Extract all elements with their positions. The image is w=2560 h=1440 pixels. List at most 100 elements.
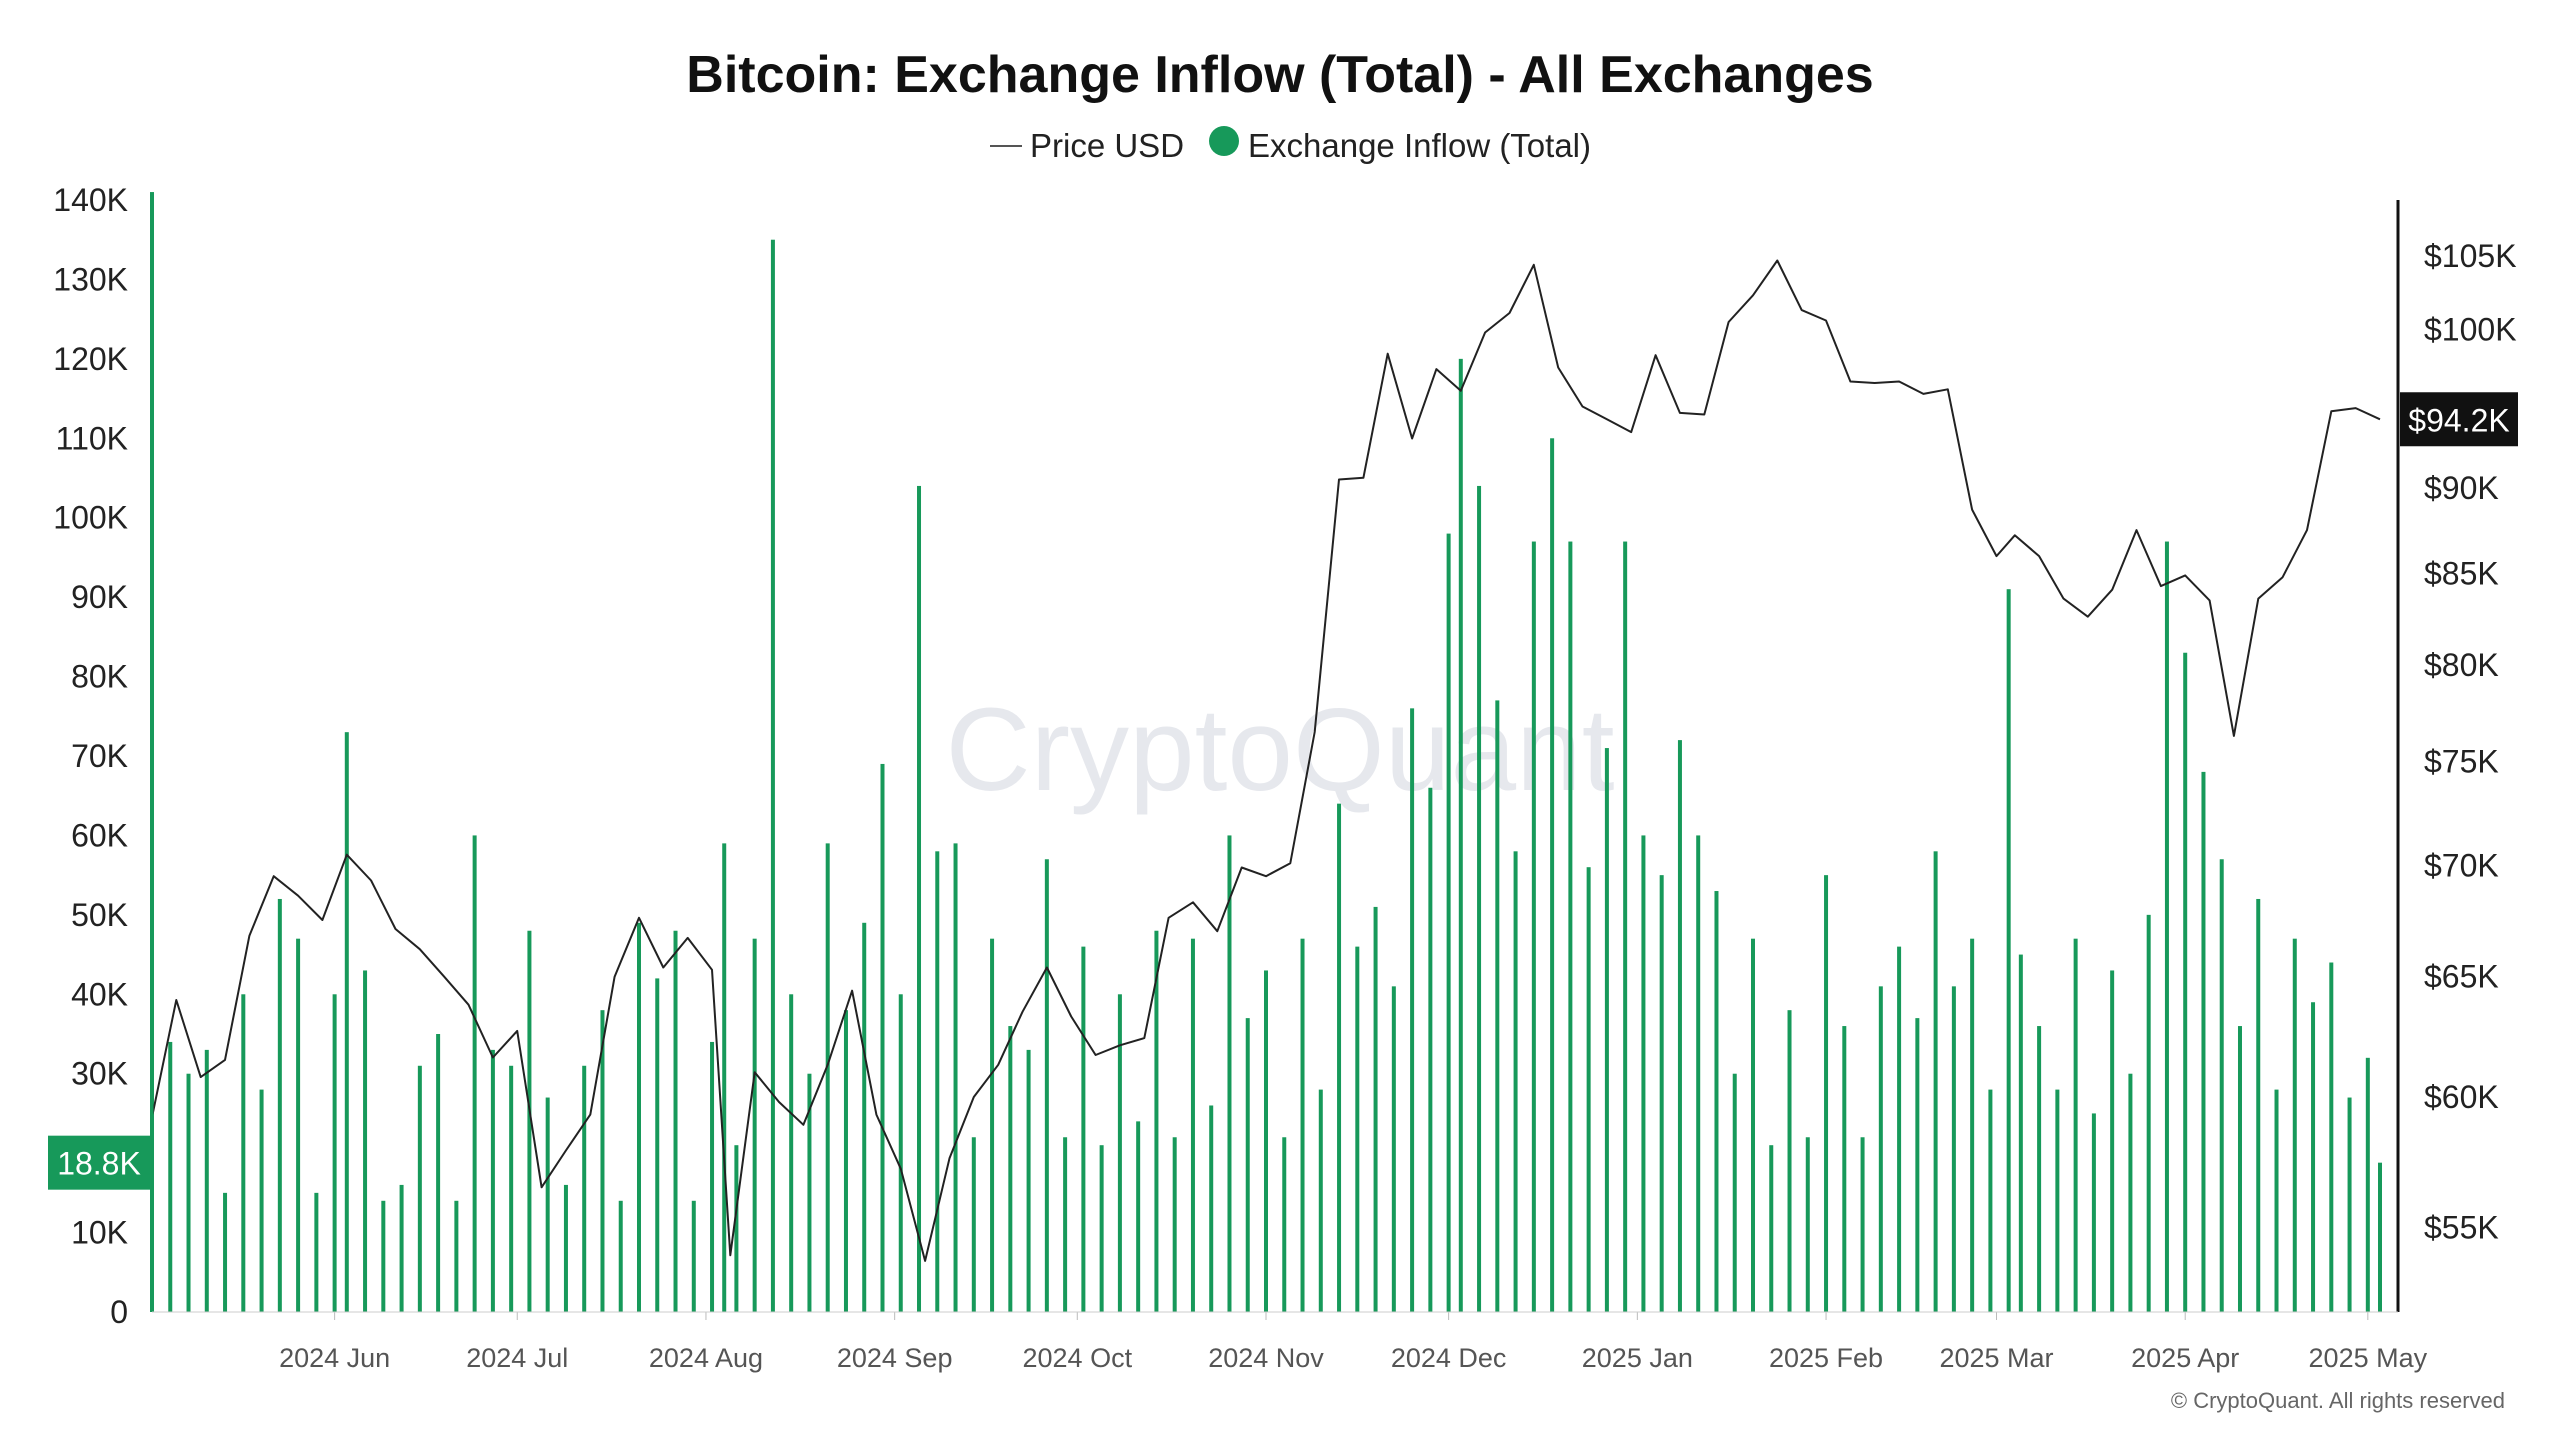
inflow-bar bbox=[2037, 1026, 2042, 1312]
x-tick-label: 2024 Sep bbox=[837, 1343, 953, 1373]
inflow-bar bbox=[2018, 954, 2023, 1312]
x-tick-label: 2024 Jun bbox=[279, 1343, 390, 1373]
inflow-bar bbox=[1337, 803, 1342, 1312]
inflow-bar bbox=[722, 843, 727, 1312]
right-tick-label: $65K bbox=[2424, 959, 2499, 995]
inflow-bar bbox=[917, 485, 922, 1312]
inflow-bar bbox=[1933, 851, 1938, 1312]
price-line bbox=[151, 259, 2381, 1262]
right-tick-label: $80K bbox=[2424, 647, 2499, 683]
x-tick-label: 2024 Oct bbox=[1023, 1343, 1133, 1373]
right-tick-label: $90K bbox=[2424, 470, 2499, 506]
inflow-bar bbox=[1099, 1145, 1104, 1312]
inflow-bar bbox=[1410, 708, 1415, 1312]
x-tick-label: 2024 Dec bbox=[1391, 1343, 1507, 1373]
inflow-bar bbox=[1264, 970, 1268, 1312]
inflow-bar bbox=[296, 938, 301, 1312]
inflow-bar bbox=[862, 922, 867, 1312]
inflow-bar bbox=[1915, 1018, 1920, 1312]
inflow-bar bbox=[1860, 1137, 1865, 1312]
x-tick-label: 2025 Feb bbox=[1769, 1343, 1883, 1373]
inflow-bar bbox=[971, 1137, 976, 1312]
inflow-bar bbox=[204, 1049, 209, 1312]
inflow-bar bbox=[344, 732, 349, 1312]
inflow-bar bbox=[1677, 740, 1682, 1312]
inflow-bar bbox=[2201, 771, 2206, 1312]
left-tick-label: 10K bbox=[71, 1215, 128, 1251]
right-tick-label: $105K bbox=[2424, 238, 2517, 274]
inflow-bar bbox=[655, 978, 660, 1312]
inflow-bar bbox=[2110, 970, 2115, 1312]
inflow-bar bbox=[1172, 1137, 1177, 1312]
inflow-bar bbox=[2055, 1089, 2060, 1312]
inflow-bar bbox=[1355, 946, 1360, 1312]
left-tick-label: 40K bbox=[71, 976, 128, 1012]
left-tick-label: 120K bbox=[53, 341, 128, 377]
inflow-bar bbox=[1477, 485, 1482, 1312]
inflow-bar bbox=[2365, 1057, 2370, 1312]
left-tick-label: 0 bbox=[110, 1294, 128, 1330]
inflow-bar bbox=[1604, 748, 1609, 1312]
inflow-bar bbox=[2073, 938, 2078, 1312]
inflow-bar bbox=[241, 994, 246, 1312]
inflow-bar bbox=[1154, 930, 1159, 1312]
inflow-bar bbox=[600, 1010, 605, 1312]
inflow-bar bbox=[186, 1073, 191, 1312]
inflow-bar bbox=[2146, 914, 2151, 1312]
legend-inflow-dot-icon bbox=[1209, 126, 1239, 156]
inflow-bar bbox=[563, 1184, 568, 1312]
left-tick-label: 100K bbox=[53, 500, 128, 536]
inflow-bar bbox=[1805, 1137, 1810, 1312]
inflow-bar bbox=[734, 1145, 739, 1312]
current-price-value: $94.2K bbox=[2408, 402, 2509, 438]
inflow-bar bbox=[1951, 986, 1956, 1312]
inflow-bar bbox=[1373, 906, 1378, 1312]
inflow-bar bbox=[277, 898, 282, 1312]
inflow-bar bbox=[1495, 700, 1500, 1312]
inflow-bar bbox=[898, 994, 903, 1312]
current-price-badge: $94.2K bbox=[2400, 392, 2518, 447]
inflow-bars bbox=[150, 192, 2382, 1313]
inflow-bar bbox=[2292, 938, 2297, 1312]
current-price-badge-bg bbox=[2400, 392, 2518, 447]
inflow-bar bbox=[1659, 875, 1664, 1312]
right-tick-label: $100K bbox=[2424, 311, 2517, 347]
inflow-bar bbox=[1623, 541, 1628, 1312]
inflow-bar bbox=[1550, 438, 1555, 1312]
inflow-bar bbox=[314, 1192, 319, 1312]
inflow-bar bbox=[953, 843, 958, 1312]
inflow-bar bbox=[1824, 875, 1829, 1312]
inflow-bar bbox=[381, 1200, 386, 1312]
inflow-bar bbox=[2311, 1002, 2316, 1312]
inflow-bar bbox=[1842, 1026, 1847, 1312]
inflow-bar bbox=[1458, 358, 1463, 1312]
inflow-bar bbox=[1988, 1089, 1993, 1312]
inflow-bar bbox=[2256, 898, 2261, 1312]
left-y-axis: 0 10K 30K 40K 50K 60K 70K 80K 90K 100K 110K 120K 130… bbox=[53, 182, 128, 1330]
inflow-bar bbox=[2006, 589, 2011, 1312]
inflow-bar bbox=[1063, 1137, 1068, 1312]
inflow-bar bbox=[399, 1184, 404, 1312]
left-tick-label: 30K bbox=[71, 1056, 128, 1092]
inflow-bar bbox=[843, 1010, 848, 1312]
right-tick-label: $75K bbox=[2424, 744, 2499, 780]
price-series bbox=[151, 259, 2381, 1262]
inflow-bar bbox=[1282, 1137, 1287, 1312]
inflow-bar bbox=[673, 930, 678, 1312]
inflow-bar bbox=[2274, 1089, 2279, 1312]
inflow-bar bbox=[1209, 1105, 1214, 1312]
left-tick-label: 90K bbox=[71, 579, 128, 615]
right-tick-label: $60K bbox=[2424, 1079, 2499, 1115]
inflow-bar bbox=[2091, 1113, 2096, 1312]
chart-title: Bitcoin: Exchange Inflow (Total) - All E… bbox=[686, 46, 1873, 104]
inflow-bar bbox=[332, 994, 337, 1312]
left-tick-label: 130K bbox=[53, 261, 128, 297]
inflow-bar bbox=[582, 1065, 587, 1312]
left-tick-label: 110K bbox=[56, 420, 128, 456]
copyright-text: © CryptoQuant. All rights reserved bbox=[2171, 1388, 2505, 1413]
x-tick-label: 2024 Aug bbox=[649, 1343, 763, 1373]
inflow-bar bbox=[1117, 994, 1122, 1312]
inflow-bar bbox=[1878, 986, 1883, 1312]
